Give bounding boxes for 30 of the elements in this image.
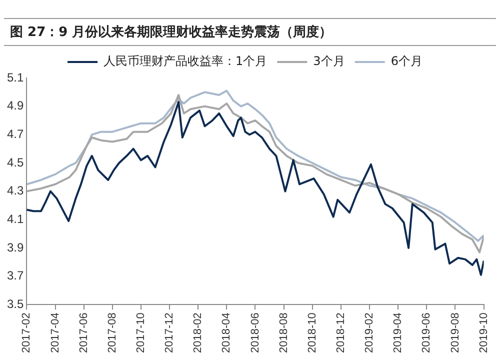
x-tick-label: 2017-06 xyxy=(78,312,90,354)
x-tick-label: 2017-04 xyxy=(49,312,62,354)
y-tick-label: 3.7 xyxy=(6,268,24,283)
x-tick-label: 2017-12 xyxy=(164,312,176,354)
legend-label: 3个月 xyxy=(313,54,345,68)
y-tick-label: 3.9 xyxy=(6,240,24,254)
x-tick-label: 2018-08 xyxy=(278,312,290,354)
x-tick-label: 2018-06 xyxy=(249,312,262,354)
y-tick-label: 3.5 xyxy=(6,296,24,311)
legend-label: 6个月 xyxy=(390,54,422,68)
x-tick-label: 2017-10 xyxy=(134,312,147,354)
y-tick-label: 4.5 xyxy=(6,155,24,170)
chart-title: 图 27：9 月份以来各期限理财收益率走势震荡（周度） xyxy=(4,18,496,46)
x-tick-label: 2017-08 xyxy=(106,312,118,354)
x-tick-label: 2019-02 xyxy=(364,312,376,354)
x-tick-label: 2019-10 xyxy=(478,312,490,354)
x-tick-label: 2018-04 xyxy=(220,312,233,354)
x-tick-label: 2019-06 xyxy=(420,312,433,354)
x-tick-label: 2019-04 xyxy=(392,312,404,354)
y-tick-label: 5.1 xyxy=(6,70,24,84)
legend-label: 人民币理财产品收益率：1个月 xyxy=(104,54,268,68)
x-tick-label: 2018-02 xyxy=(192,312,204,354)
y-tick-label: 4.7 xyxy=(6,126,24,141)
y-tick-label: 4.1 xyxy=(6,212,24,226)
x-tick-label: 2018-10 xyxy=(306,312,318,354)
y-tick-label: 4.3 xyxy=(6,184,24,198)
y-tick-label: 4.9 xyxy=(6,98,24,113)
x-tick-label: 2017-02 xyxy=(20,312,33,354)
x-tick-label: 2018-12 xyxy=(334,312,347,354)
x-tick-label: 2019-08 xyxy=(449,312,462,354)
